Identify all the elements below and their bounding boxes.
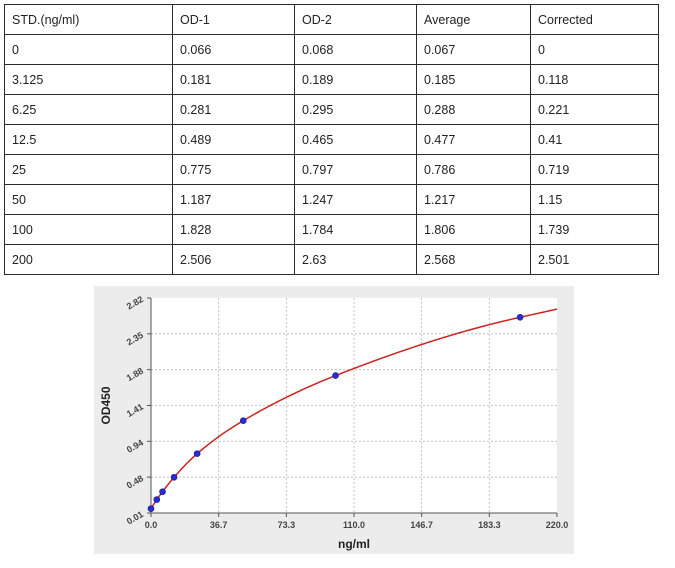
data-point <box>239 417 247 424</box>
y-tick-label: 1.41 <box>125 402 145 419</box>
table-cell: 0.221 <box>530 94 659 125</box>
table-cell: 2.506 <box>172 244 295 275</box>
table-row: 6.25 0.281 0.295 0.288 0.221 <box>4 94 659 125</box>
table-cell: 0.067 <box>416 34 531 65</box>
table-cell: 0.118 <box>530 64 659 95</box>
data-point <box>516 313 524 321</box>
table-cell: 2.501 <box>530 244 659 275</box>
table-cell: 1.187 <box>172 184 295 215</box>
x-tick-label: 36.7 <box>210 520 228 530</box>
table-cell: 0.066 <box>172 34 295 65</box>
x-tick-label: 73.3 <box>278 520 296 530</box>
table-cell: 2.568 <box>416 244 531 275</box>
y-tick-label: 2.82 <box>125 294 145 311</box>
data-point <box>153 496 161 503</box>
table-cell: 1.247 <box>294 184 417 215</box>
plot-area <box>151 298 557 513</box>
table-cell: 2.63 <box>294 244 417 275</box>
column-header: OD-2 <box>294 4 417 35</box>
y-tick-label: 0.01 <box>125 509 145 526</box>
column-header: Corrected <box>530 4 659 35</box>
table-row: 25 0.775 0.797 0.786 0.719 <box>4 154 659 185</box>
table-cell: 0.189 <box>294 64 417 95</box>
table-cell: 6.25 <box>4 94 173 125</box>
x-tick-label: 110.0 <box>343 520 365 530</box>
fit-curve <box>150 308 558 510</box>
y-tick-label: 2.35 <box>125 330 145 347</box>
table-cell: 50 <box>4 184 173 215</box>
y-tick-label: 1.88 <box>125 366 145 383</box>
table-cell: 0.295 <box>294 94 417 125</box>
standard-curve-chart: 0.0 36.7 73.3 110.0 146.7 183.3 220.0 0.01 0.48 0… <box>94 286 574 554</box>
standards-table: STD.(ng/ml) OD-1 OD-2 Average Corrected 0 0.06… <box>4 4 659 275</box>
table-cell: 0.41 <box>530 124 659 155</box>
table-cell: 200 <box>4 244 173 275</box>
column-header: OD-1 <box>172 4 295 35</box>
y-axis-title: OD450 <box>99 386 113 424</box>
data-point <box>147 505 155 512</box>
table-header-row: STD.(ng/ml) OD-1 OD-2 Average Corrected <box>4 4 659 35</box>
data-point <box>332 372 339 379</box>
table-cell: 1.806 <box>416 214 531 245</box>
table-cell: 0 <box>530 34 659 65</box>
table-cell: 0.181 <box>172 64 295 95</box>
x-axis-title: ng/ml <box>338 537 370 551</box>
table-row: 50 1.187 1.247 1.217 1.15 <box>4 184 659 215</box>
table-cell: 12.5 <box>4 124 173 155</box>
table-cell: 0.489 <box>172 124 295 155</box>
table-cell: 0.719 <box>530 154 659 185</box>
x-tick-label: 183.3 <box>478 520 501 530</box>
table-cell: 1.15 <box>530 184 659 215</box>
x-tick-label: 0.0 <box>145 520 158 530</box>
table-cell: 0.786 <box>416 154 531 185</box>
data-point <box>170 473 178 481</box>
x-tick-label: 146.7 <box>410 520 433 530</box>
table-cell: 0.775 <box>172 154 295 185</box>
table-cell: 1.217 <box>416 184 531 215</box>
table-cell: 0.465 <box>294 124 417 155</box>
table-cell: 25 <box>4 154 173 185</box>
chart-svg: 0.0 36.7 73.3 110.0 146.7 183.3 220.0 0.01 0.48 0… <box>99 294 569 551</box>
table-cell: 0.288 <box>416 94 531 125</box>
table-cell: 0.281 <box>172 94 295 125</box>
x-tick-label: 220.0 <box>546 520 569 530</box>
data-point <box>159 488 166 496</box>
table-cell: 100 <box>4 214 173 245</box>
table-cell: 3.125 <box>4 64 173 95</box>
table-row: 3.125 0.181 0.189 0.185 0.118 <box>4 64 659 95</box>
table-cell: 0.477 <box>416 124 531 155</box>
table-row: 0 0.066 0.068 0.067 0 <box>4 34 659 65</box>
table-cell: 1.828 <box>172 214 295 245</box>
column-header: STD.(ng/ml) <box>4 4 173 35</box>
y-tick-label: 0.48 <box>125 473 145 490</box>
table-cell: 0.185 <box>416 64 531 95</box>
table-cell: 0.068 <box>294 34 417 65</box>
table-cell: 0.797 <box>294 154 417 185</box>
column-header: Average <box>416 4 531 35</box>
table-cell: 0 <box>4 34 173 65</box>
table-cell: 1.784 <box>294 214 417 245</box>
table-row: 100 1.828 1.784 1.806 1.739 <box>4 214 659 245</box>
data-point <box>193 450 201 457</box>
y-tick-label: 0.94 <box>125 437 145 454</box>
table-cell: 1.739 <box>530 214 659 245</box>
table-row: 12.5 0.489 0.465 0.477 0.41 <box>4 124 659 155</box>
table-row: 200 2.506 2.63 2.568 2.501 <box>4 244 659 275</box>
